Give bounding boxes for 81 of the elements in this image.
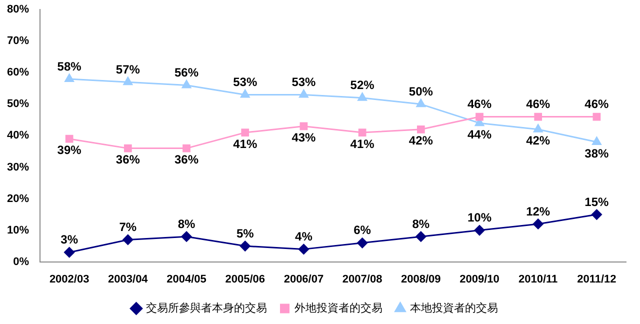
data-label: 41%: [233, 136, 258, 151]
point: [300, 122, 308, 130]
data-label: 4%: [295, 230, 313, 244]
data-label: 39%: [57, 143, 82, 158]
data-label: 42%: [408, 134, 434, 148]
data-label: 46%: [467, 97, 492, 112]
y-tick-label: 60%: [6, 66, 30, 79]
data-label: 6%: [354, 223, 372, 238]
x-tick-label: 2007/08: [342, 273, 382, 286]
point: [592, 112, 601, 121]
data-label: 52%: [350, 78, 375, 92]
point: [122, 234, 134, 245]
data-label: 7%: [119, 220, 137, 234]
point: [416, 125, 425, 134]
point: [532, 218, 544, 230]
legend-label: 交易所參與者本身的交易: [146, 301, 267, 314]
point: [241, 128, 250, 136]
x-tick-label: 2008/09: [401, 273, 441, 286]
data-label: 44%: [467, 127, 492, 142]
data-label: 36%: [174, 152, 199, 167]
data-label: 36%: [116, 152, 140, 167]
data-label: 57%: [116, 62, 140, 76]
point: [64, 247, 75, 258]
data-label: 41%: [350, 136, 375, 151]
y-tick-label: 40%: [6, 130, 30, 142]
data-label: 50%: [408, 84, 434, 98]
point: [182, 144, 190, 152]
point: [357, 238, 368, 248]
point: [534, 112, 542, 121]
point: [591, 209, 602, 220]
x-tick-label: 2002/03: [49, 273, 90, 286]
point: [358, 92, 367, 101]
x-tick-label: 2003/04: [108, 273, 149, 286]
point: [416, 98, 426, 108]
point: [533, 124, 543, 132]
data-label: 15%: [584, 194, 610, 209]
y-tick-label: 0%: [13, 256, 30, 268]
data-label: 53%: [292, 75, 316, 90]
y-tick-label: 50%: [6, 98, 30, 110]
data-label: 43%: [292, 130, 316, 145]
y-tick-label: 10%: [6, 224, 30, 236]
data-label: 42%: [526, 134, 550, 148]
y-tick-label: 80%: [6, 4, 30, 16]
data-label: 46%: [584, 97, 610, 112]
x-tick-label: 2005/06: [225, 273, 265, 286]
point: [476, 112, 484, 121]
point: [124, 144, 132, 152]
x-tick-label: 2011/12: [577, 273, 616, 286]
point: [298, 244, 309, 254]
data-label: 53%: [233, 75, 258, 90]
data-label: 58%: [57, 59, 82, 74]
x-tick-label: 2009/10: [460, 273, 500, 286]
data-label: 8%: [412, 216, 430, 231]
point: [240, 240, 250, 252]
data-label: 38%: [584, 146, 610, 160]
data-label: 10%: [467, 210, 492, 225]
point: [240, 89, 250, 98]
x-tick-label: 2006/07: [284, 273, 324, 286]
y-tick-label: 70%: [6, 35, 30, 48]
point: [181, 231, 192, 242]
point: [123, 76, 133, 86]
point: [474, 225, 485, 236]
data-label: 12%: [526, 204, 550, 218]
point: [299, 89, 308, 98]
legend-label: 本地投資者的交易: [410, 301, 498, 314]
data-label: 5%: [236, 226, 254, 240]
point: [65, 134, 74, 143]
point: [64, 74, 74, 82]
point: [358, 128, 366, 136]
y-tick-label: 20%: [6, 192, 30, 205]
x-tick-label: 2004/05: [166, 273, 206, 286]
data-label: 8%: [178, 216, 196, 231]
legend-label: 外地投資者的交易: [294, 301, 382, 314]
point: [416, 231, 426, 242]
point: [182, 80, 192, 88]
y-tick-label: 30%: [6, 161, 30, 174]
point: [592, 136, 602, 146]
data-label: 3%: [60, 232, 78, 247]
data-label: 46%: [526, 97, 550, 112]
data-label: 56%: [174, 66, 199, 80]
x-tick-label: 2010/11: [518, 273, 558, 286]
